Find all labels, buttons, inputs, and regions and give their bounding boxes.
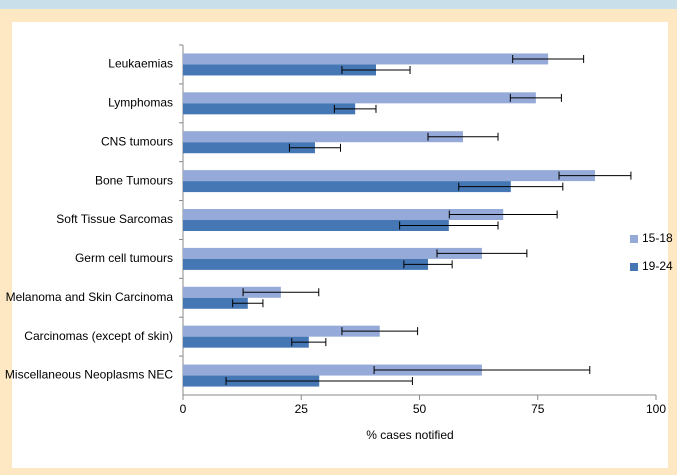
y-tick-label: Germ cell tumours (75, 251, 173, 265)
y-tick-label: Leukaemias (108, 57, 173, 71)
bar (183, 103, 356, 115)
bar (183, 247, 482, 259)
bar (183, 220, 449, 231)
legend-label: 19-24 (642, 259, 673, 273)
error-bar (436, 249, 528, 258)
legend-label: 15-18 (642, 231, 673, 245)
bar (183, 325, 380, 337)
error-bar (341, 65, 411, 74)
bar (183, 53, 549, 65)
error-bar (399, 221, 499, 230)
bar (183, 170, 595, 182)
error-bar (373, 366, 591, 375)
bar (183, 209, 504, 220)
x-tick-label: 25 (295, 402, 309, 416)
error-bar (288, 143, 342, 152)
legend-swatch (630, 263, 638, 271)
error-bar (225, 377, 413, 386)
y-tick-label: Melanoma and Skin Carcinoma (6, 290, 174, 304)
error-bar (512, 54, 585, 63)
error-bar (242, 288, 320, 297)
bar (183, 142, 315, 154)
y-tick-label: Bone Tumours (95, 173, 173, 187)
x-tick-label: 100 (646, 402, 666, 416)
bar (183, 64, 376, 76)
error-bar (291, 338, 327, 347)
x-tick-label: 50 (413, 402, 427, 416)
bar (183, 92, 536, 104)
error-bar (458, 182, 564, 191)
bar (183, 131, 464, 143)
top-strip (0, 0, 677, 9)
y-tick-label: CNS tumours (101, 134, 173, 148)
x-tick-label: 0 (180, 402, 187, 416)
error-bar (232, 299, 264, 308)
bar (183, 258, 429, 270)
y-tick-label: Lymphomas (108, 96, 173, 110)
x-tick-label: 75 (531, 402, 545, 416)
error-bar (558, 171, 632, 180)
legend-swatch (630, 235, 638, 243)
error-bar (333, 104, 377, 113)
bar (183, 181, 511, 193)
error-bar (427, 132, 499, 141)
bar (183, 286, 281, 298)
y-tick-label: Miscellaneous Neoplasms NEC (5, 368, 173, 382)
x-axis-title: % cases notified (366, 428, 453, 442)
bar (183, 297, 248, 309)
y-tick-label: Soft Tissue Sarcomas (56, 212, 173, 226)
error-bar (509, 93, 562, 102)
error-bar (403, 260, 453, 269)
error-bar (448, 210, 558, 219)
bar (183, 336, 309, 348)
error-bar (341, 327, 419, 336)
bar (183, 364, 482, 376)
y-tick-label: Carcinomas (except of skin) (24, 329, 173, 343)
